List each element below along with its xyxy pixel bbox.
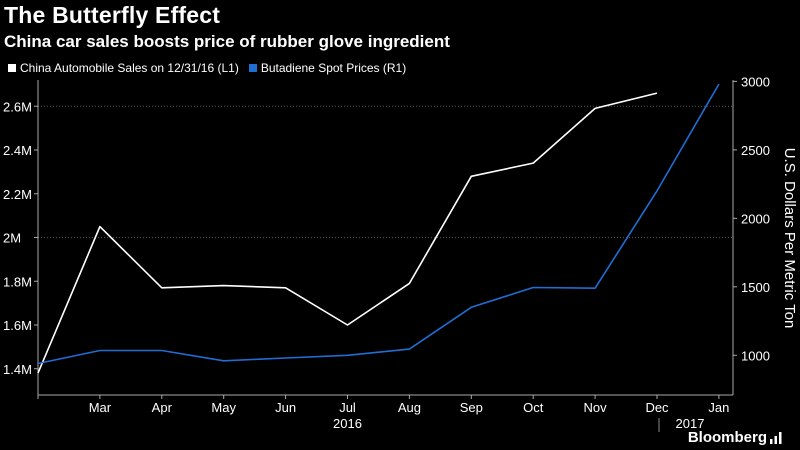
legend-item-butadiene: Butadiene Spot Prices (R1) — [248, 61, 407, 75]
legend-swatch-car-sales — [8, 64, 16, 72]
x-tick-label: Sep — [460, 400, 483, 415]
x-tick-label: Dec — [645, 400, 669, 415]
x-tick-label: Jun — [275, 400, 296, 415]
x-tick-label: May — [211, 400, 236, 415]
x-tick-label: Jan — [708, 400, 729, 415]
left-tick-label: 1.4M — [3, 362, 32, 377]
x-tick-label: Mar — [89, 400, 112, 415]
series-line-butadiene — [37, 83, 720, 365]
legend-swatch-butadiene — [248, 64, 257, 72]
series-line-car-sales — [37, 92, 658, 374]
right-tick-label: 3000 — [741, 74, 770, 89]
chart-subtitle: China car sales boosts price of rubber g… — [4, 32, 450, 51]
x-tick-label: Jul — [339, 400, 356, 415]
left-tick-label: 1.6M — [3, 318, 32, 333]
right-tick-label: 1000 — [741, 348, 770, 363]
x-year-label-2016: 2016 — [333, 416, 362, 431]
x-tick-label: Aug — [398, 400, 421, 415]
right-tick-label: 2500 — [741, 143, 770, 158]
x-tick-label: Oct — [523, 400, 544, 415]
brand-name: Bloomberg — [687, 429, 767, 446]
left-tick-label: 2M — [3, 231, 21, 246]
left-tick-label: 2.4M — [3, 143, 32, 158]
left-tick-label: 2.6M — [3, 99, 32, 114]
left-tick-label: 1.8M — [3, 274, 32, 289]
legend-label-butadiene: Butadiene Spot Prices (R1) — [260, 61, 407, 75]
legend-label-car-sales: China Automobile Sales on 12/31/16 (L1) — [20, 61, 239, 75]
chart-legend: China Automobile Sales on 12/31/16 (L1) … — [8, 61, 416, 75]
x-year-label-2017: 2017 — [676, 416, 705, 431]
left-tick-label: 2.2M — [3, 187, 32, 202]
bloomberg-terminal-icon — [770, 431, 782, 444]
right-tick-label: 1500 — [741, 280, 770, 295]
legend-item-car-sales: China Automobile Sales on 12/31/16 (L1) — [8, 61, 239, 75]
bloomberg-logo: Bloomberg — [688, 429, 782, 446]
x-tick-label: Nov — [584, 400, 608, 415]
chart-title: The Butterfly Effect — [4, 2, 221, 28]
right-tick-label: 2000 — [741, 211, 770, 226]
x-tick-label: Apr — [152, 400, 173, 415]
right-axis-label: U.S. Dollars Per Metric Ton — [781, 148, 798, 329]
